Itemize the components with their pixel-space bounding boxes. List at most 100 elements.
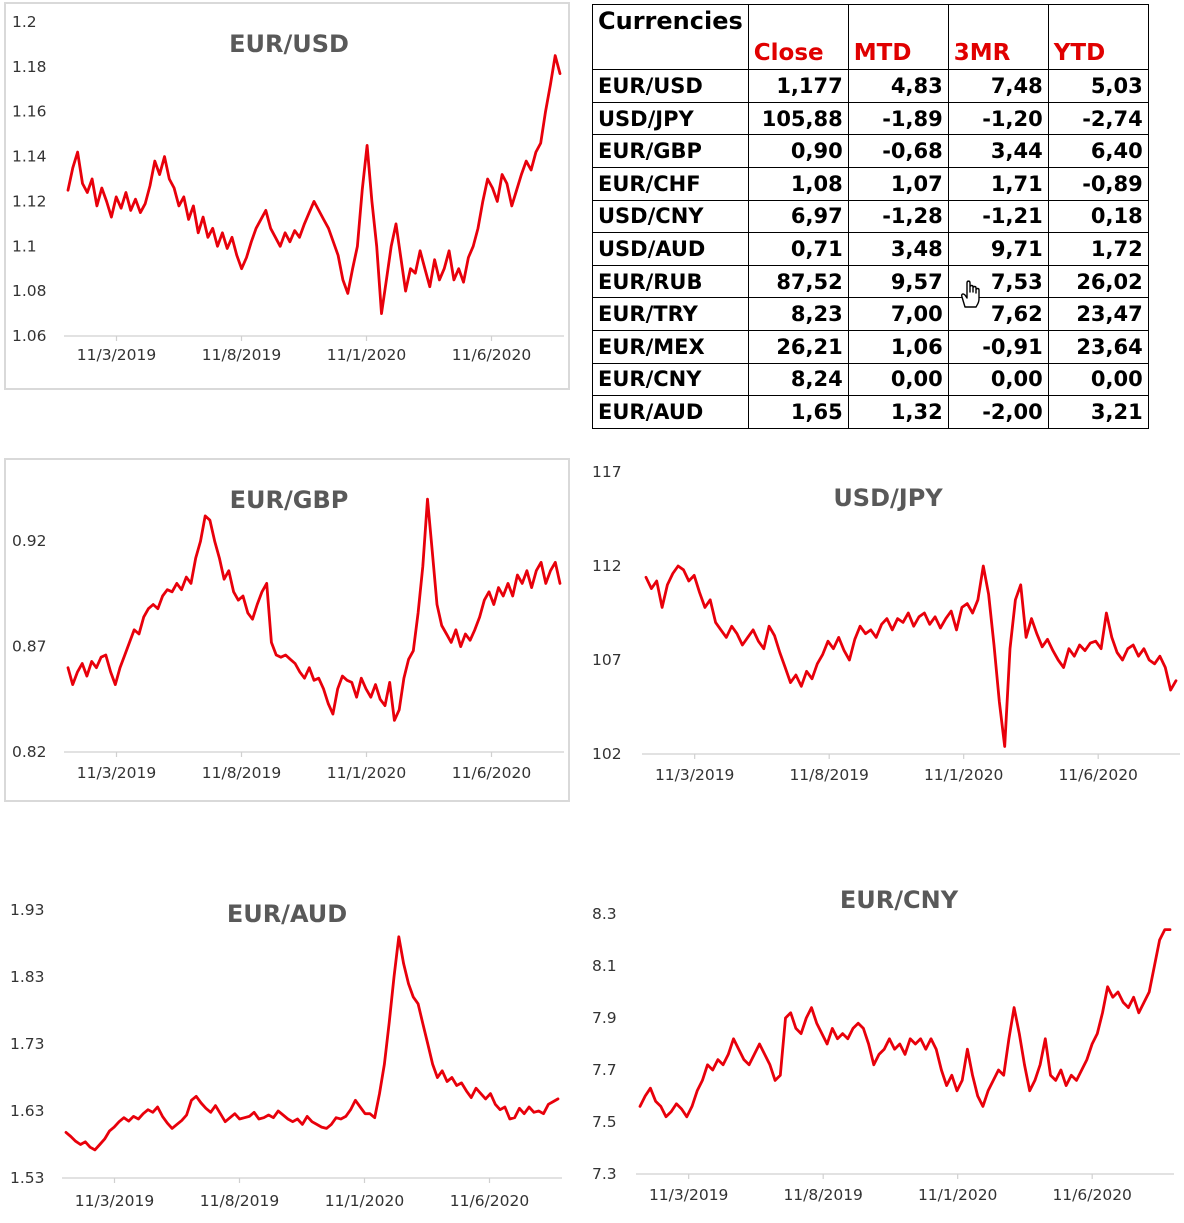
- table-row: EUR/MEX 26,21 1,06 -0,91 23,64: [592, 329, 1149, 364]
- mtd-cell: 1,07: [847, 166, 949, 201]
- close-cell: 6,97: [747, 199, 849, 234]
- ytd-cell: 3,21: [1047, 395, 1149, 429]
- table-row: EUR/CHF 1,08 1,07 1,71 -0,89: [592, 166, 1149, 201]
- table-row: EUR/RUB 87,52 9,57 7,53 26,02: [592, 264, 1149, 299]
- y-tick-label: 0.87: [12, 638, 47, 656]
- x-tick-label: 11/8/2019: [200, 1192, 279, 1210]
- pair-cell: EUR/GBP: [592, 134, 749, 168]
- y-tick-label: 117: [592, 463, 622, 481]
- pair-cell: EUR/USD: [592, 69, 749, 103]
- column-header-mtd: MTD: [847, 37, 949, 71]
- header-spacer: [592, 37, 749, 71]
- y-tick-label: 1.12: [12, 192, 47, 210]
- mtd-cell: -0,68: [847, 134, 949, 168]
- pair-cell: EUR/CHF: [592, 166, 749, 201]
- close-cell: 0,90: [747, 134, 849, 168]
- close-cell: 8,24: [747, 362, 849, 397]
- column-header-ytd: YTD: [1047, 37, 1149, 71]
- y-tick-label: 1.73: [10, 1035, 45, 1053]
- eurgbp-chart-svg: EUR/GBP 0.92 0.87 0.82 11/3/2019 11/8/2019 11…: [12, 486, 564, 782]
- y-tick-label: 7.9: [592, 1009, 617, 1027]
- series-line-eurusd: [66, 54, 562, 316]
- y-tick-label: 1.53: [10, 1169, 45, 1187]
- chart-title: USD/JPY: [833, 484, 943, 512]
- 3mr-cell: 7,48: [947, 69, 1049, 103]
- usdjpy-chart-svg: USD/JPY 117 112 107 102 11/3/2019 11/8/2019 11…: [592, 463, 1180, 784]
- ytd-cell: 6,40: [1047, 134, 1149, 168]
- x-tick-label: 11/6/2020: [1058, 766, 1137, 784]
- x-tick-label: 11/6/2020: [1052, 1186, 1131, 1204]
- x-tick-label: 11/8/2019: [783, 1186, 862, 1204]
- pair-cell: USD/AUD: [592, 232, 749, 266]
- y-tick-label: 1.18: [12, 58, 47, 76]
- x-tick-label: 11/1/2020: [924, 766, 1003, 784]
- mtd-cell: 7,00: [847, 297, 949, 331]
- column-header-3mr: 3MR: [947, 37, 1049, 71]
- y-tick-label: 1.16: [12, 103, 47, 121]
- x-tick-label: 11/3/2019: [655, 766, 734, 784]
- 3mr-cell: 9,71: [947, 232, 1049, 266]
- table-row: EUR/CNY 8,24 0,00 0,00 0,00: [592, 362, 1149, 397]
- pair-cell: EUR/MEX: [592, 329, 749, 364]
- mtd-cell: 9,57: [847, 264, 949, 299]
- x-tick-label: 11/3/2019: [649, 1186, 728, 1204]
- x-tick-label: 11/1/2020: [325, 1192, 404, 1210]
- 3mr-cell: 7,53: [947, 264, 1049, 299]
- euraud-chart: EUR/AUD 1.93 1.83 1.73 1.63 1.53 11/3/2019 11/…: [4, 880, 570, 1223]
- x-tick-label: 11/8/2019: [202, 346, 281, 364]
- series-line-eurgbp: [66, 497, 562, 722]
- table-row: USD/CNY 6,97 -1,28 -1,21 0,18: [592, 199, 1149, 234]
- mtd-cell: -1,28: [847, 199, 949, 234]
- x-tick-label: 11/3/2019: [77, 764, 156, 782]
- ytd-cell: -0,89: [1047, 166, 1149, 201]
- pair-cell: EUR/TRY: [592, 297, 749, 331]
- x-tick-label: 11/3/2019: [75, 1192, 154, 1210]
- pair-cell: USD/CNY: [592, 199, 749, 234]
- x-tick-label: 11/3/2019: [77, 346, 156, 364]
- currencies-table: Currencies Close MTD 3MR YTD EUR/USD 1,17…: [592, 4, 1149, 429]
- y-tick-label: 7.5: [592, 1113, 617, 1131]
- pair-cell: EUR/CNY: [592, 362, 749, 397]
- 3mr-cell: 1,71: [947, 166, 1049, 201]
- close-cell: 1,65: [747, 395, 849, 429]
- 3mr-cell: -1,20: [947, 101, 1049, 136]
- mtd-cell: 0,00: [847, 362, 949, 397]
- euraud-chart-svg: EUR/AUD 1.93 1.83 1.73 1.63 1.53 11/3/2019 11/…: [10, 900, 562, 1210]
- close-cell: 105,88: [747, 101, 849, 136]
- table-title: Currencies: [592, 4, 749, 38]
- mtd-cell: 3,48: [847, 232, 949, 266]
- close-cell: 26,21: [747, 329, 849, 364]
- y-tick-label: 1.08: [12, 282, 47, 300]
- ytd-cell: 0,00: [1047, 362, 1149, 397]
- x-tick-label: 11/1/2020: [918, 1186, 997, 1204]
- eurcny-chart: EUR/CNY 8.3 8.1 7.9 7.7 7.5 7.3 11/3/2019 11/8/…: [586, 870, 1184, 1223]
- close-cell: 1,08: [747, 166, 849, 201]
- ytd-cell: 23,47: [1047, 297, 1149, 331]
- table-row: USD/AUD 0,71 3,48 9,71 1,72: [592, 232, 1149, 266]
- y-tick-label: 1.06: [12, 327, 47, 345]
- chart-title: EUR/GBP: [230, 486, 349, 514]
- y-tick-label: 0.82: [12, 743, 47, 761]
- close-cell: 1,177: [747, 69, 849, 103]
- eurusd-chart: EUR/USD 1.2 1.18 1.16 1.14 1.12 1.1 1.08 1.06 11…: [4, 2, 570, 390]
- header-spacer: [947, 4, 1049, 38]
- chart-title: EUR/USD: [229, 30, 349, 58]
- series-line-eurcny: [638, 928, 1172, 1119]
- x-tick-label: 11/8/2019: [789, 766, 868, 784]
- x-tick-label: 11/1/2020: [327, 764, 406, 782]
- usdjpy-chart: USD/JPY 117 112 107 102 11/3/2019 11/8/2019 11…: [586, 458, 1184, 802]
- y-tick-label: 1.2: [12, 13, 37, 31]
- mtd-cell: 4,83: [847, 69, 949, 103]
- y-tick-label: 1.63: [10, 1102, 45, 1120]
- column-header-close: Close: [747, 37, 849, 71]
- table-row: EUR/GBP 0,90 -0,68 3,44 6,40: [592, 134, 1149, 168]
- y-tick-label: 112: [592, 557, 622, 575]
- x-tick-label: 11/6/2020: [450, 1192, 529, 1210]
- y-tick-label: 102: [592, 745, 622, 763]
- y-tick-label: 7.7: [592, 1061, 617, 1079]
- pair-cell: EUR/RUB: [592, 264, 749, 299]
- ytd-cell: 5,03: [1047, 69, 1149, 103]
- y-tick-label: 8.1: [592, 957, 617, 975]
- header-spacer: [747, 4, 849, 38]
- table-row: EUR/AUD 1,65 1,32 -2,00 3,21: [592, 395, 1149, 429]
